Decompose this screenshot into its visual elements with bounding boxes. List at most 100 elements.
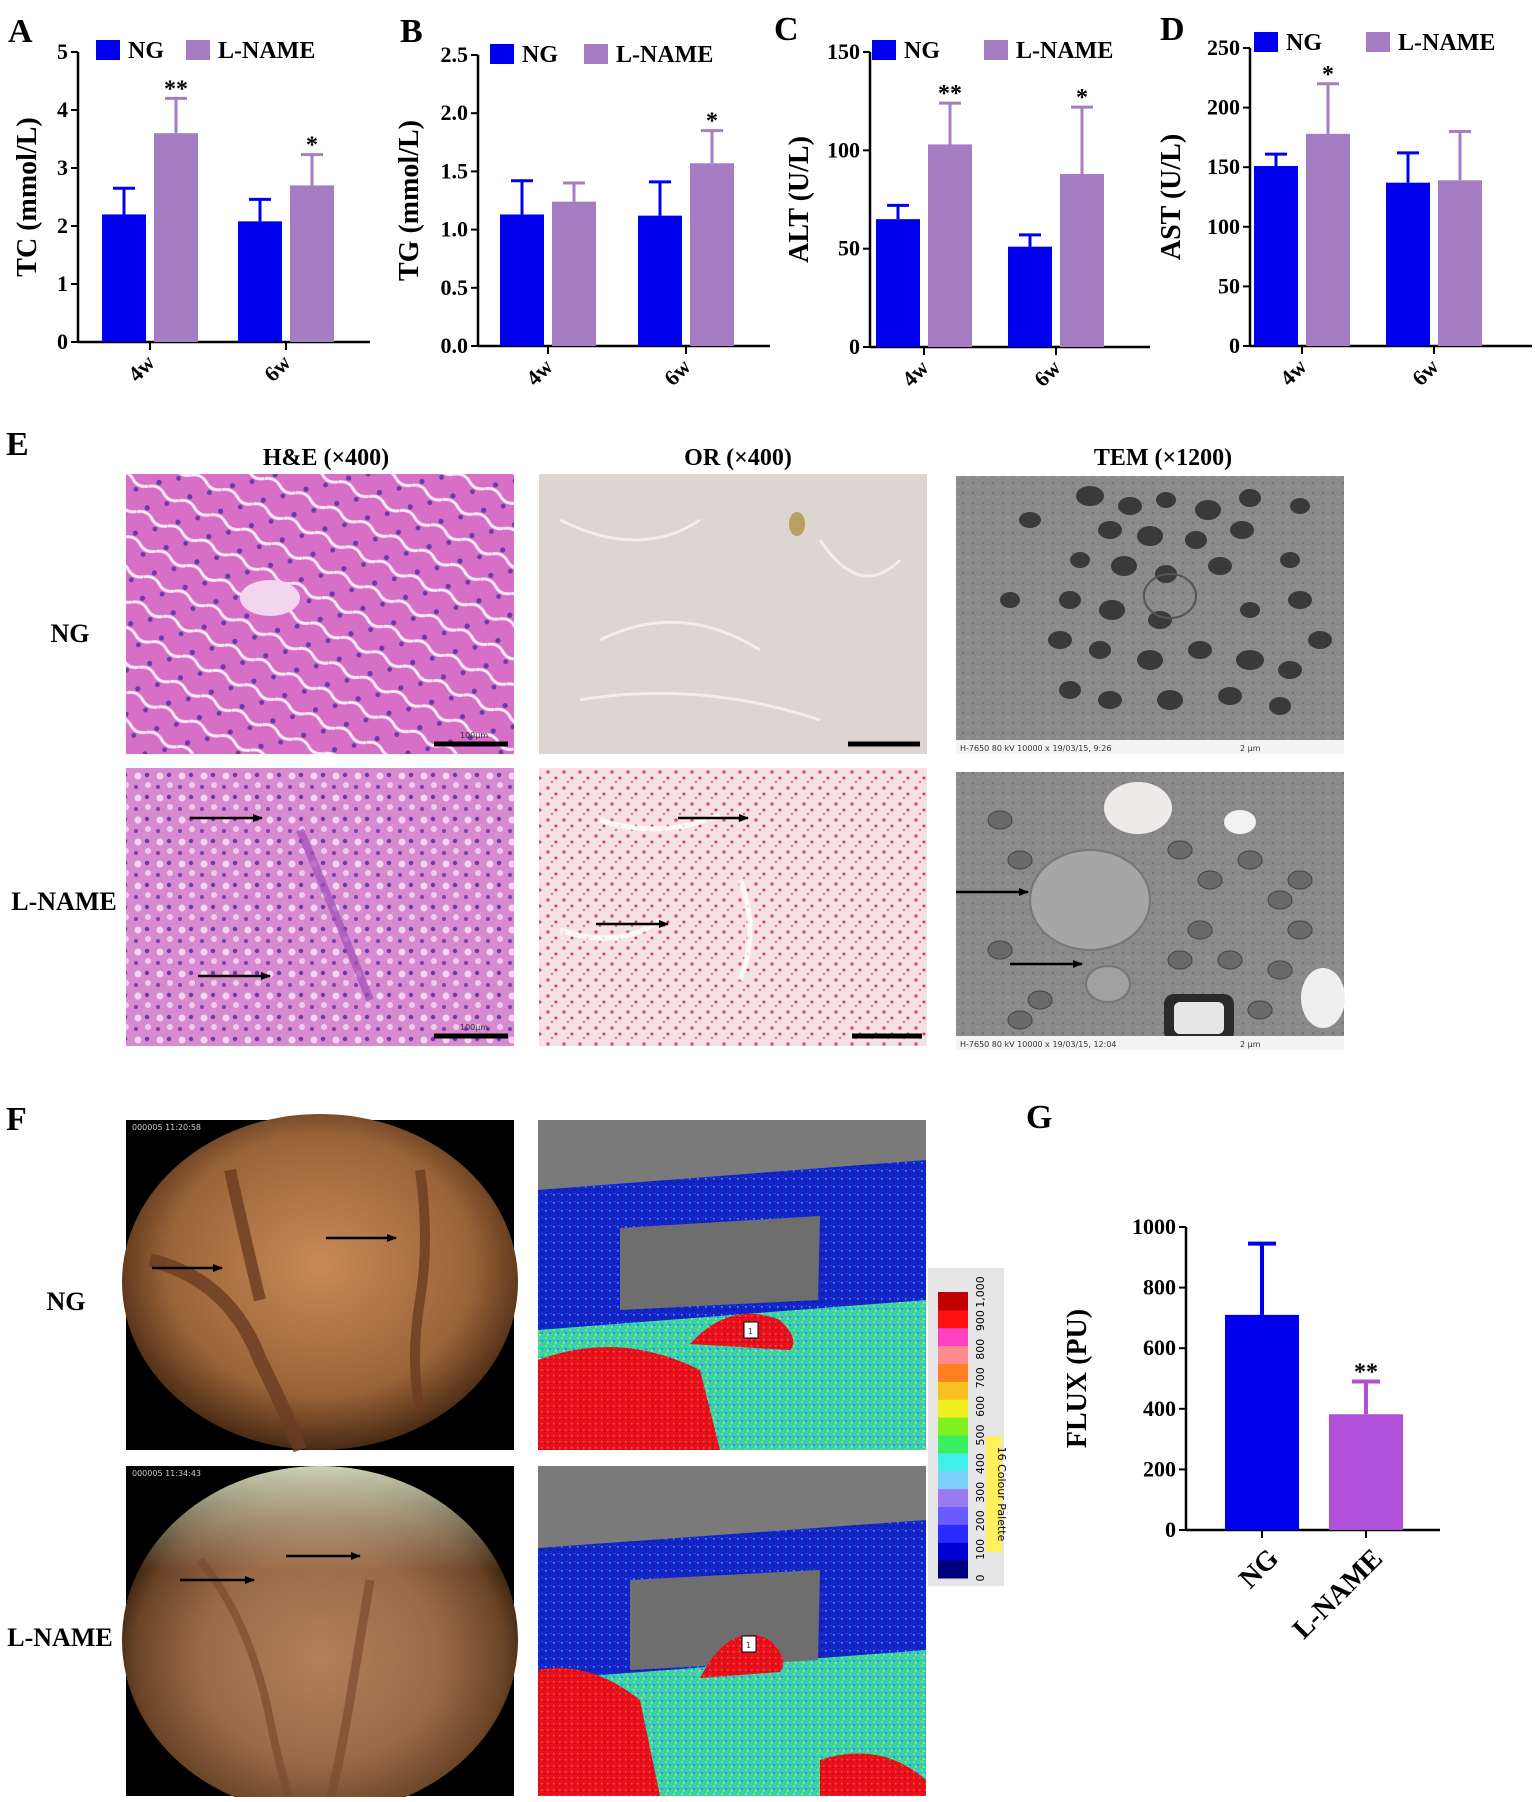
bar-ng-4w bbox=[102, 214, 146, 342]
lipid-droplet bbox=[1280, 552, 1300, 568]
nucleus bbox=[1143, 573, 1197, 619]
legend-label-lname: L-NAME bbox=[616, 42, 713, 68]
ldf-lname-image: 1 bbox=[538, 1466, 926, 1796]
chart-c-alt: C 0 50 100 150 ALT (U/L) ** 4w * 6w NG L-NAME bbox=[774, 11, 1150, 392]
x-tick-label: 4w bbox=[123, 350, 160, 387]
lipid-droplet bbox=[1269, 697, 1291, 715]
y-tick-label: 0 bbox=[1165, 1517, 1176, 1542]
colorbar-strip bbox=[938, 1435, 968, 1454]
legend-swatch-ng bbox=[490, 44, 514, 64]
panel-label-g-letter: G bbox=[1026, 1099, 1052, 1136]
bar-l-name-6w bbox=[290, 185, 334, 342]
colorbar-tick-label: 700 bbox=[974, 1367, 987, 1388]
x-tick-label: 6w bbox=[659, 354, 696, 391]
legend-label-ng: NG bbox=[1286, 30, 1322, 56]
roi-label-1: 1 bbox=[748, 1327, 753, 1336]
colorbar-strip bbox=[938, 1399, 968, 1418]
he-scale-label-2: 100μm bbox=[460, 1023, 488, 1032]
colorbar-strip bbox=[938, 1542, 968, 1561]
fundus-timestamp-2: 000005 11:34:43 bbox=[132, 1469, 201, 1478]
organelle bbox=[1247, 1000, 1273, 1020]
y-tick-label: 800 bbox=[1143, 1275, 1176, 1300]
organelle bbox=[987, 940, 1013, 960]
y-tick-label: 100 bbox=[1207, 214, 1240, 239]
significance-marker: * bbox=[1322, 62, 1334, 88]
colorbar-strip bbox=[938, 1506, 968, 1525]
colorbar-tick-label: 200 bbox=[974, 1510, 987, 1531]
lipid-droplet bbox=[1137, 650, 1163, 670]
legend-swatch-ng bbox=[872, 40, 896, 60]
legend-swatch-ng bbox=[1254, 32, 1278, 52]
lipid-droplet bbox=[1157, 690, 1183, 710]
organelle bbox=[1217, 950, 1243, 970]
x-tick-label: L-NAME bbox=[1287, 1543, 1389, 1645]
fundus-lname-image: 000005 11:34:43 bbox=[122, 1466, 518, 1802]
y-tick-label: 5 bbox=[57, 39, 68, 64]
bar-l-name-4w bbox=[154, 133, 198, 342]
panel-e: E H&E (×400) OR (×400) TEM (×1200) NG L-… bbox=[6, 426, 1345, 1050]
organelle bbox=[1267, 960, 1293, 980]
organelle bbox=[1187, 920, 1213, 940]
tem-lname-organelles bbox=[987, 810, 1313, 1030]
bar-l-name-4w bbox=[928, 144, 972, 347]
y-tick-label: 0 bbox=[57, 329, 68, 354]
lipid-droplet bbox=[1048, 631, 1072, 649]
colorbar-strip bbox=[938, 1292, 968, 1311]
colorbar-strip bbox=[938, 1363, 968, 1382]
column-title-or: OR (×400) bbox=[684, 445, 792, 471]
or-lname-image bbox=[539, 768, 927, 1046]
he-scale-label-1: 100μm bbox=[460, 731, 488, 740]
colorbar-strip bbox=[938, 1488, 968, 1507]
chart-d-ast: D 0 50 100 150 200 250 AST (U/L) * 4w 6w NG L-NAME bbox=[1156, 11, 1532, 391]
chart-g-flux: 0 200 400 600 800 1000 FLUX (PU) NG ** L-NAME G bbox=[1026, 1099, 1440, 1645]
colorbar-strip bbox=[938, 1524, 968, 1543]
bar-ng-4w bbox=[500, 214, 544, 346]
panel-label-e: E bbox=[6, 426, 29, 463]
y-tick-label: 0 bbox=[1229, 333, 1240, 358]
y-tick-label: 4 bbox=[57, 97, 68, 122]
organelle bbox=[1197, 870, 1223, 890]
legend-swatch-lname bbox=[1366, 32, 1390, 52]
he-lname-image: 100μm bbox=[126, 768, 514, 1046]
colorbar-strip bbox=[938, 1452, 968, 1472]
tem-ng-image: H-7650 80 kV 10000 x 19/03/15, 9:26 2 μm bbox=[956, 476, 1344, 754]
roi-label-2: 1 bbox=[746, 1641, 751, 1650]
lipid-droplet bbox=[1278, 661, 1302, 679]
organelle bbox=[1007, 1010, 1033, 1030]
significance-marker: * bbox=[706, 109, 718, 135]
organelle bbox=[1267, 890, 1293, 910]
bar-ng-6w bbox=[638, 215, 682, 346]
panel-label-d: D bbox=[1160, 11, 1185, 48]
y-tick-label: 1 bbox=[57, 271, 68, 296]
lipid-droplet bbox=[1089, 641, 1111, 659]
bar-ng-6w bbox=[1008, 246, 1052, 347]
organelle bbox=[1167, 840, 1193, 860]
colorbar-strip bbox=[938, 1560, 968, 1579]
legend-swatch-lname bbox=[186, 40, 210, 60]
y-axis-label: TG (mmol/L) bbox=[394, 120, 425, 281]
legend-swatch-lname bbox=[984, 40, 1008, 60]
colorbar-tick-label: 800 bbox=[974, 1339, 987, 1360]
lipid-droplet bbox=[1137, 526, 1163, 546]
colorbar-tick-label: 0 bbox=[974, 1575, 987, 1582]
legend-swatch-lname bbox=[584, 44, 608, 64]
chart-b-tg: B 0.0 0.5 1.0 1.5 2.0 2.5 TG (mmol/L) 4w * 6w NG L-N… bbox=[394, 13, 770, 391]
row-label-lname-f: L-NAME bbox=[7, 1623, 112, 1652]
lipid-droplet bbox=[1076, 486, 1104, 506]
tem-scale-1: 2 μm bbox=[1240, 744, 1261, 753]
lipid-droplet bbox=[1195, 500, 1221, 520]
significance-marker: ** bbox=[938, 81, 962, 107]
organelle bbox=[1167, 950, 1193, 970]
row-label-ng-e: NG bbox=[51, 619, 90, 648]
y-tick-label: 0.5 bbox=[441, 275, 469, 300]
y-tick-label: 0 bbox=[849, 334, 860, 359]
organelle bbox=[1007, 850, 1033, 870]
y-tick-label: 600 bbox=[1143, 1335, 1176, 1360]
significance-marker: ** bbox=[1354, 1360, 1378, 1386]
legend-label-lname: L-NAME bbox=[218, 38, 315, 64]
lipid-droplet bbox=[1098, 691, 1122, 709]
colorbar-strip bbox=[938, 1327, 968, 1347]
y-tick-label: 2.0 bbox=[441, 100, 469, 125]
fundus-ng-image: 000005 11:20:58 bbox=[122, 1114, 518, 1453]
